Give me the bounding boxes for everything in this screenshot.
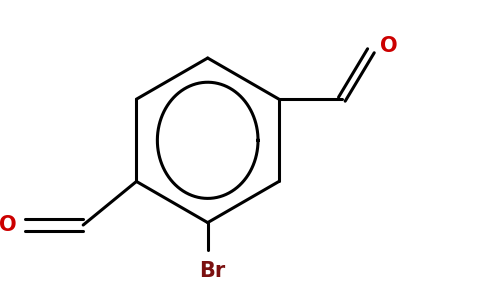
Text: O: O	[379, 36, 397, 56]
Text: O: O	[0, 215, 16, 235]
Text: Br: Br	[199, 261, 226, 281]
